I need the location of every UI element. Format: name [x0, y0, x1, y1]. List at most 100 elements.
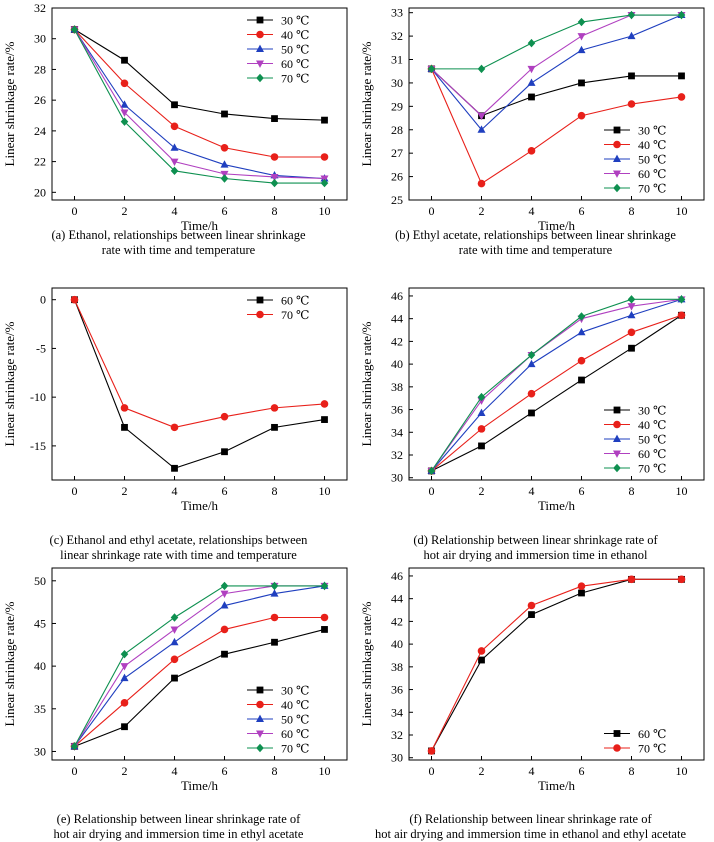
chart-d-legend-label: 40 ℃: [638, 418, 666, 432]
chart-c-legend-marker: [256, 296, 264, 304]
chart-b-x-axis-label: Time/h: [538, 218, 576, 233]
chart-f-y-tick-label: 32: [391, 728, 403, 742]
chart-c-legend-marker: [256, 310, 264, 319]
chart-d-data-point: [577, 312, 586, 321]
chart-a-series-line: [74, 29, 325, 180]
chart-a-x-tick-label: 8: [272, 204, 278, 218]
chart-a-y-tick-label: 26: [34, 93, 46, 107]
chart-d-series-line: [431, 298, 682, 472]
chart-f-legend-label: 70 ℃: [638, 742, 666, 756]
chart-f-data-point: [627, 575, 636, 584]
chart-f-y-tick-label: 40: [391, 637, 403, 651]
chart-e-data-point: [220, 625, 229, 634]
chart-e-legend-label: 60 ℃: [281, 727, 309, 741]
chart-d-y-tick-label: 30: [391, 471, 403, 485]
chart-b-series-4: [427, 10, 686, 74]
chart-b-data-point: [427, 64, 436, 74]
chart-e-x-tick-label: 2: [122, 764, 128, 778]
chart-panel-f: 0 2 4 6 8 10 30 32 34 36 38 40 42 44 46 Time/h Linear sh…: [357, 560, 714, 841]
chart-f-caption-line2: hot air drying and immersion time in eth…: [374, 827, 687, 841]
chart-b-data-point: [477, 64, 486, 74]
chart-c-x-tick-label: 2: [122, 484, 128, 498]
chart-b-data-point: [477, 112, 486, 121]
chart-a-x-tick-label: 6: [222, 204, 228, 218]
chart-d-y-tick-label: 40: [391, 357, 403, 371]
chart-b-data-point: [528, 93, 535, 101]
chart-c-y-tick-label: 0: [40, 293, 46, 307]
chart-d-x-tick-label: 0: [429, 484, 435, 498]
chart-a-y-tick-label: 30: [34, 32, 46, 46]
chart-d-legend-marker: [613, 420, 621, 429]
chart-c-x-tick-label: 10: [319, 484, 331, 498]
chart-d-caption-line1: (d) Relationship between linear shrinkag…: [413, 533, 658, 547]
chart-f-data-point: [427, 747, 436, 755]
chart-c-x-tick-label: 4: [172, 484, 178, 498]
chart-b-caption: (b) Ethyl acetate, relationships between…: [357, 228, 714, 258]
chart-b-data-point: [477, 179, 486, 188]
chart-b-data-point: [477, 125, 486, 133]
chart-d-legend-marker: [613, 406, 621, 414]
chart-b-legend-marker: [613, 126, 621, 134]
chart-a-caption: (a) Ethanol, relationships between linea…: [0, 228, 357, 258]
chart-a-data-point: [171, 101, 178, 109]
chart-e-legend-marker: [256, 700, 264, 709]
chart-d-series-line: [431, 298, 682, 472]
chart-a-legend-marker: [256, 16, 264, 24]
chart-d-data-point: [478, 442, 485, 450]
chart-f-y-tick-label: 36: [391, 683, 403, 697]
chart-f-series-1: [427, 575, 686, 755]
chart-e-data-point: [121, 723, 128, 731]
chart-f-x-tick-label: 4: [529, 764, 535, 778]
chart-e-svg: 0 2 4 6 8 10 30 35 40 45 50 Time/h Linear shrinkage …: [2, 567, 348, 793]
chart-e-data-point: [270, 613, 279, 622]
chart-d-x-tick-label: 10: [676, 484, 688, 498]
chart-e-data-point: [170, 626, 179, 634]
chart-d-data-point: [677, 311, 686, 320]
chart-a-data-point: [170, 166, 179, 176]
chart-c-y-tick-label: -5: [36, 341, 46, 355]
chart-d-legend-label: 50 ℃: [638, 433, 666, 447]
chart-c-data-point: [120, 404, 129, 412]
chart-a-data-point: [320, 153, 329, 161]
chart-f-y-tick-label: 42: [391, 614, 403, 628]
chart-d-caption-line2: hot air drying and immersion time in eth…: [423, 548, 648, 562]
chart-e-legend-marker: [256, 743, 264, 753]
chart-d-y-tick-label: 34: [391, 425, 403, 439]
chart-e-plot-frame: [51, 567, 348, 761]
chart-a-data-point: [120, 117, 129, 126]
chart-a-series-2: [70, 25, 329, 182]
chart-a-data-point: [220, 160, 229, 168]
chart-d-series-line: [431, 314, 682, 472]
chart-d-data-point: [527, 359, 536, 368]
chart-f-x-tick-label: 10: [676, 764, 688, 778]
chart-e-data-point: [120, 699, 129, 707]
chart-f-x-tick-label: 0: [429, 764, 435, 778]
chart-a-x-tick-label: 10: [319, 204, 331, 218]
chart-d-legend-marker: [613, 450, 621, 458]
chart-e-caption-line2: hot air drying and immersion time in eth…: [53, 827, 304, 841]
chart-a-legend-marker: [256, 30, 264, 39]
chart-f-x-axis-label: Time/h: [538, 778, 576, 793]
chart-b-x-tick-label: 4: [529, 204, 535, 218]
chart-c-y-axis-label: Linear shrinkage rate/%: [2, 321, 17, 446]
chart-f-series-line: [431, 578, 682, 752]
chart-d-y-tick-label: 38: [391, 380, 403, 394]
chart-e-data-point: [170, 655, 179, 664]
chart-b-plot-frame: [408, 7, 705, 201]
chart-a-x-tick-label: 0: [72, 204, 78, 218]
chart-d-data-point: [577, 327, 586, 336]
chart-e-legend-label: 50 ℃: [281, 713, 309, 727]
chart-b-legend-marker: [613, 183, 621, 193]
chart-f-caption: (f) Relationship between linear shrinkag…: [347, 812, 714, 842]
chart-a-data-point: [121, 56, 128, 64]
chart-e-data-point: [220, 601, 229, 609]
chart-e-data-point: [220, 590, 229, 598]
chart-a-data-point: [320, 178, 329, 188]
chart-e-y-axis-label: Linear shrinkage rate/%: [2, 601, 17, 726]
chart-b-series-line: [431, 14, 682, 117]
chart-e-caption-line1: (e) Relationship between linear shrinkag…: [56, 812, 301, 826]
chart-b-legend: 30 ℃40 ℃50 ℃60 ℃70 ℃: [604, 124, 666, 196]
chart-f-legend-marker: [613, 744, 621, 752]
